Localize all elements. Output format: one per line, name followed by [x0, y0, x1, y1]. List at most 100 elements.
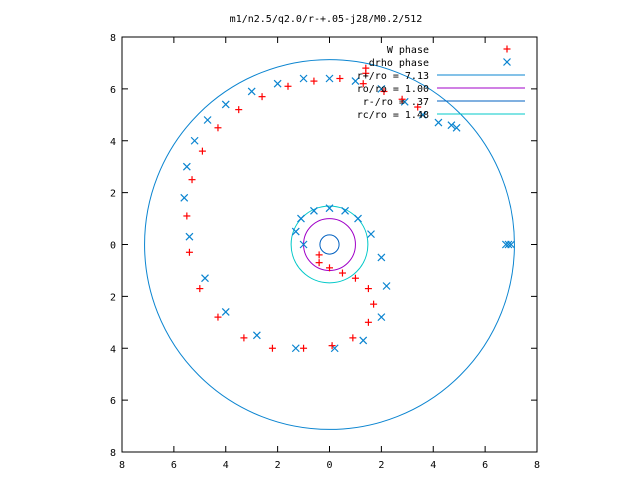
drho-phase-point [377, 313, 386, 322]
reference-circle [290, 205, 369, 284]
drho-phase-point [273, 79, 282, 88]
legend: W phase drho phase r+/ro = 7.13 ro/ro = 1.0… [357, 45, 525, 121]
legend-label: ro/ro = 1.00 [357, 84, 429, 95]
w-phase-point [188, 176, 196, 184]
drho-phase-point [418, 110, 427, 119]
drho-phase-point [291, 344, 300, 353]
w-phase-point [258, 93, 266, 101]
drho-phase-point [299, 240, 308, 249]
y-tick-label: 4 [110, 137, 116, 148]
x-tick-label: 2 [275, 460, 281, 471]
w-phase-point [336, 75, 344, 82]
drho-phase-point [354, 214, 362, 223]
drho-phase-point [377, 253, 386, 262]
drho-phase-point [434, 118, 443, 127]
w-phase-point [351, 274, 359, 282]
w-phase-point [414, 103, 422, 111]
drho-phase-point [341, 206, 349, 215]
drho-phase-point [504, 240, 513, 249]
drho-phase-point [447, 121, 456, 130]
y-tick-label: 8 [110, 33, 116, 44]
w-phase-point [380, 87, 388, 95]
legend-label: rc/ro = 1.48 [357, 110, 429, 121]
w-phase-point [185, 248, 193, 256]
y-tick-label: 2 [110, 292, 116, 303]
y-tick-label: 2 [110, 189, 116, 200]
w-phase-point [268, 344, 276, 352]
legend-marker-swatch [503, 58, 511, 66]
y-tick-label: 8 [110, 448, 116, 459]
drho-phase-point [221, 308, 230, 316]
drho-phase-point [221, 100, 230, 109]
reference-circle [319, 234, 340, 255]
drho-phase-point [185, 232, 194, 241]
w-phase-point [364, 285, 372, 293]
drho-phase-point [190, 136, 199, 145]
w-phase-point [183, 212, 191, 220]
drho-phase-point [310, 206, 318, 215]
x-tick-label: 6 [171, 460, 177, 471]
w-phase-point [359, 80, 367, 88]
y-tick-label: 4 [110, 344, 116, 355]
drho-phase-point [359, 336, 368, 345]
w-phase-point [214, 313, 222, 321]
drho-phase-point [382, 282, 391, 290]
drho-phase-point [291, 227, 300, 236]
drho-phase-point [182, 162, 191, 171]
drho-phase-point [201, 274, 209, 283]
w-phase-point [196, 285, 204, 293]
legend-marker-swatch [503, 45, 511, 53]
x-tick-label: 6 [482, 460, 488, 471]
x-tick-label: 0 [326, 460, 332, 471]
y-tick-label: 6 [110, 396, 116, 407]
legend-label: r+/ro = 7.13 [357, 71, 429, 82]
w-phase-point [198, 147, 206, 155]
drho-phase-point [203, 116, 212, 124]
y-tick-label: 0 [110, 241, 116, 252]
w-phase-point [315, 251, 323, 259]
w-phase-point [362, 64, 370, 72]
legend-label: drho phase [369, 58, 429, 69]
drho-phase-point [507, 240, 515, 249]
x-tick-label: 4 [223, 460, 229, 471]
x-tick-label: 2 [378, 460, 384, 471]
data-points [180, 64, 515, 353]
w-phase-point [349, 334, 357, 342]
w-phase-point [326, 264, 333, 272]
drho-phase-point [252, 331, 261, 340]
legend-label: r-/ro = .37 [363, 97, 429, 108]
reference-circle [303, 218, 356, 271]
w-phase-point [398, 95, 406, 103]
plot-frame [121, 36, 538, 453]
drho-phase-point [297, 214, 305, 223]
drho-phase-point [351, 77, 360, 86]
w-phase-point [364, 318, 372, 326]
drho-phase-point [325, 204, 334, 213]
w-phase-point [338, 269, 346, 277]
y-tick-label: 6 [110, 85, 116, 96]
reference-circles [144, 59, 515, 430]
w-phase-point [284, 82, 292, 90]
x-tick-label: 8 [119, 460, 125, 471]
drho-phase-point [325, 74, 334, 83]
w-phase-point [328, 342, 336, 350]
w-phase-point [235, 106, 243, 114]
drho-phase-point [299, 74, 308, 83]
w-phase-point [240, 334, 248, 342]
drho-phase-point [367, 230, 375, 239]
w-phase-point [370, 300, 378, 308]
w-phase-point [214, 124, 222, 132]
x-tick-label: 8 [534, 460, 540, 471]
drho-phase-point [247, 87, 256, 96]
drho-phase-point [452, 123, 461, 132]
x-tick-label: 4 [430, 460, 436, 471]
drho-phase-point [180, 193, 189, 202]
legend-label: W phase [387, 45, 429, 56]
chart-title: m1/n2.5/q2.0/r-+.05-j28/M0.2/512 [230, 14, 423, 25]
w-phase-point [300, 344, 308, 352]
w-phase-point [310, 77, 318, 85]
w-phase-point [315, 259, 323, 267]
reference-circle [144, 59, 515, 430]
